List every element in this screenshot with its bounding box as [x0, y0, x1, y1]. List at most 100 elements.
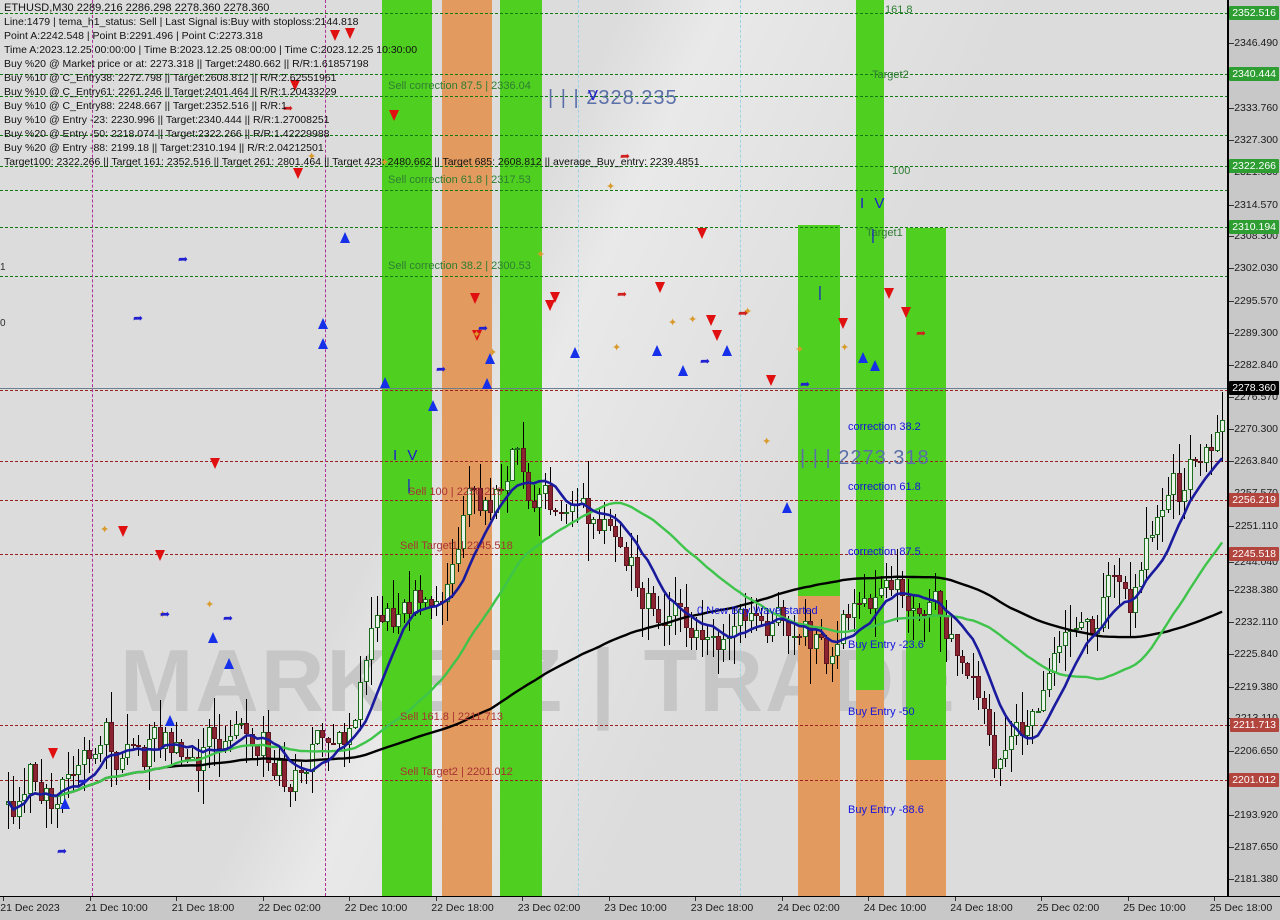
- price-tick-label-13: 2282.840: [1234, 359, 1278, 372]
- header-line-0: ETHUSD,M30 2289.216 2286.298 2278.360 22…: [4, 2, 270, 14]
- candle-body: [293, 770, 299, 793]
- sell-arrow-12: [706, 315, 716, 326]
- chart-plot-area[interactable]: MARKETZ | TRADE ✦✦✦✦✦✦✦✦✦✦✦✦✦✦✦✦➦➦➦➦➦➦➦➦…: [0, 0, 1228, 896]
- candle-body: [374, 614, 380, 628]
- buy-arrow-5: [380, 377, 390, 388]
- price-tick-label-34: 2181.380: [1234, 872, 1278, 885]
- candle-body: [997, 759, 1003, 769]
- candle-wick: [560, 500, 562, 521]
- candle-body: [412, 589, 418, 614]
- candle-wick: [490, 477, 492, 520]
- candle-body: [331, 742, 337, 745]
- candle-body: [298, 770, 304, 773]
- candle-body: [1111, 574, 1117, 577]
- level-label-correction-382: correction 38.2: [848, 421, 921, 433]
- header-line-8: Buy %10 @ Entry -23: 2230.996 || Target:…: [4, 114, 330, 126]
- candle-body: [623, 546, 629, 567]
- candle-body: [542, 485, 548, 494]
- candle-body: [1095, 627, 1101, 634]
- sell-arrow-6: [470, 293, 480, 304]
- candle-wick: [1086, 617, 1088, 655]
- star-marker-9: ✦: [762, 436, 772, 448]
- price-axis[interactable]: 2352.516 2346.490 2340.444 2333.760 2327.300…: [1228, 0, 1280, 896]
- time-tick-label-11: 24 Dec 18:00: [950, 902, 1013, 914]
- candle-body: [16, 801, 22, 818]
- level-label-1618: 161.8: [885, 4, 913, 16]
- candle-body: [943, 614, 949, 640]
- price-badge-green-2[interactable]: 2322.266: [1229, 158, 1279, 173]
- candle-body: [1160, 510, 1166, 518]
- sell-arrow-9: [545, 300, 555, 311]
- price-tick: [1229, 750, 1234, 752]
- price-badge-red-6[interactable]: 2245.518: [1229, 547, 1279, 562]
- level-label-buy-entry-236: Buy Entry -23.6: [848, 639, 924, 651]
- time-axis[interactable]: 21 Dec 2023 21 Dec 10:00 21 Dec 18:00 22 De…: [0, 896, 1280, 920]
- price-badge-green-1[interactable]: 2340.444: [1229, 66, 1279, 81]
- candle-body: [515, 447, 521, 450]
- candle-body: [900, 578, 906, 596]
- price-tick-label-4: 2327.300: [1234, 134, 1278, 147]
- candle-body: [856, 603, 862, 606]
- price-tick-label-12: 2289.300: [1234, 326, 1278, 339]
- price-tick: [1229, 428, 1234, 430]
- level-label-buy-entry-886: Buy Entry -88.6: [848, 804, 924, 816]
- candle-body: [434, 601, 440, 607]
- annotation-wave-tick-right: |: [871, 227, 878, 244]
- price-badge-green-0[interactable]: 2352.516: [1229, 5, 1279, 20]
- price-badge-black-4[interactable]: 2278.360: [1229, 380, 1279, 395]
- candle-wick: [1113, 565, 1115, 598]
- buy-arrow-11: [722, 345, 732, 356]
- price-tick-label-16: 2270.300: [1234, 422, 1278, 435]
- candle-body: [11, 801, 17, 818]
- candle-body: [271, 763, 277, 777]
- grid-red-2: [0, 725, 1228, 727]
- grid-red-1: [0, 554, 1228, 556]
- buy-arrow-12: [782, 502, 792, 513]
- buy-arrow-3: [318, 318, 328, 329]
- time-tick-label-0: 21 Dec 2023: [0, 902, 60, 914]
- price-tick-label-7: 2314.570: [1234, 198, 1278, 211]
- price-badge-red-7[interactable]: 2211.713: [1229, 718, 1279, 733]
- star-marker-8: ✦: [743, 306, 753, 318]
- candle-body: [1203, 447, 1209, 463]
- level-label-target2: Target2: [872, 69, 909, 81]
- price-tick: [1229, 332, 1234, 334]
- hollow-sell-icon-3: ➦: [916, 326, 927, 340]
- candle-body: [152, 726, 158, 740]
- grid-green-1: [0, 73, 1228, 75]
- left-clip-label-top: 1: [0, 262, 6, 273]
- sell-arrow-2: [210, 458, 220, 469]
- buy-arrow-16: [340, 232, 350, 243]
- sell-arrow-14: [766, 375, 776, 386]
- candle-body: [184, 757, 190, 760]
- candle-body: [981, 697, 987, 710]
- star-marker-3: ✦: [536, 249, 546, 261]
- price-tick: [1229, 878, 1234, 880]
- annotation-wave-V: V: [588, 87, 602, 104]
- price-badge-red-8[interactable]: 2201.012: [1229, 772, 1279, 787]
- price-tick: [1229, 815, 1234, 817]
- candle-body: [602, 519, 608, 531]
- level-label-correction-618: correction 61.8: [848, 481, 921, 493]
- star-marker-7: ✦: [688, 314, 698, 326]
- candle-body: [585, 497, 591, 524]
- candle-body: [851, 603, 857, 619]
- candle-body: [835, 643, 841, 656]
- candle-body: [959, 655, 965, 663]
- candle-body: [488, 500, 494, 514]
- time-tick-label-8: 23 Dec 18:00: [690, 902, 754, 914]
- buy-arrow-8: [570, 347, 580, 358]
- price-badge-green-3[interactable]: 2310.194: [1229, 219, 1279, 234]
- candle-body: [379, 614, 385, 622]
- candle-body: [342, 731, 348, 745]
- candle-body: [136, 744, 142, 748]
- candle-body: [932, 590, 938, 603]
- sell-arrow-7: [550, 292, 560, 303]
- time-tick-label-5: 22 Dec 18:00: [431, 902, 494, 914]
- candle-body: [239, 722, 245, 725]
- price-badge-red-5[interactable]: 2256.219: [1229, 493, 1279, 508]
- candle-body: [526, 471, 532, 502]
- star-marker-13: ✦: [205, 599, 215, 611]
- price-tick: [1229, 43, 1234, 45]
